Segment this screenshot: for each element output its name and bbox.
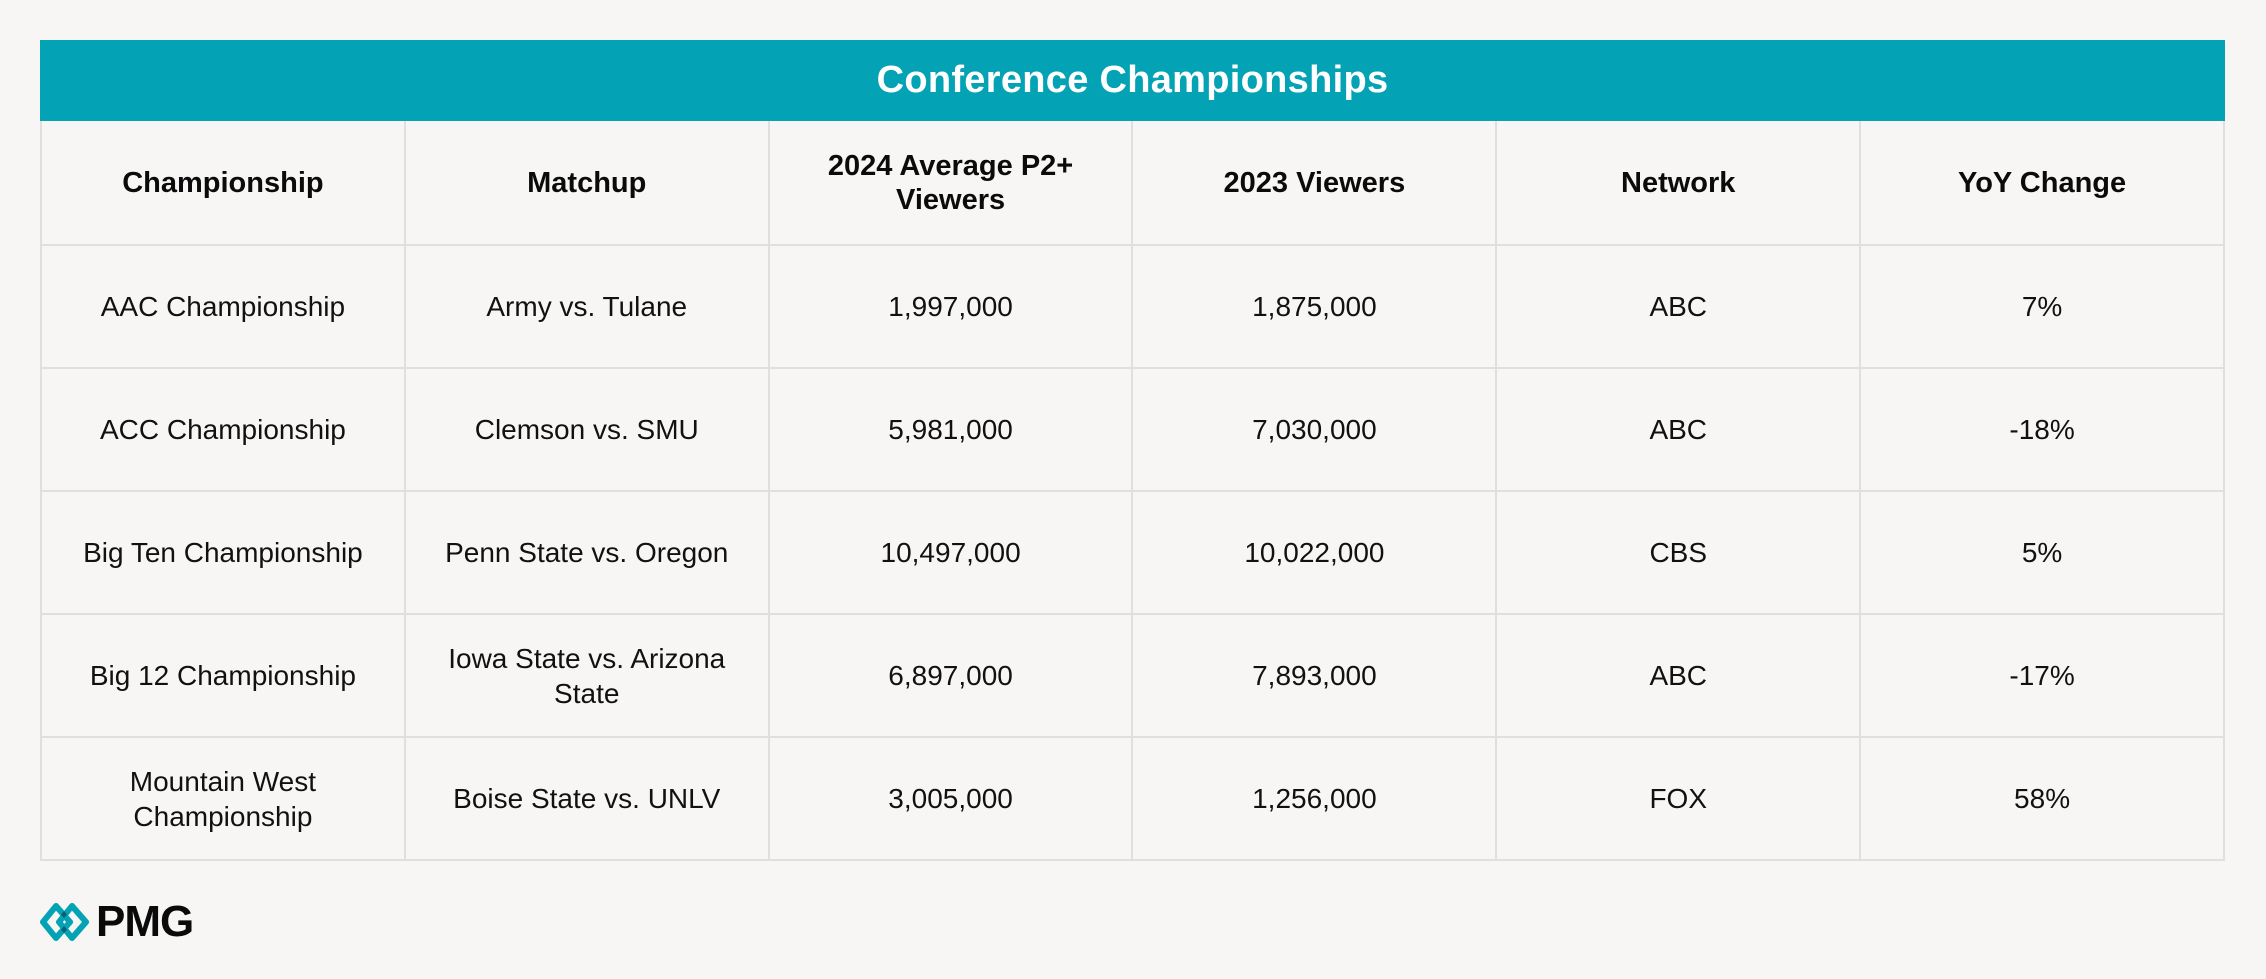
cell-championship: Big 12 Championship [40,613,406,738]
cell-network: FOX [1495,736,1862,861]
cell-matchup: Iowa State vs. Arizona State [403,613,770,738]
cell-network: ABC [1495,613,1862,738]
pmg-logo-text: PMG [96,897,194,946]
cell-network: ABC [1495,244,1862,369]
table-title: Conference Championships [40,40,2225,121]
cell-2023-viewers: 7,030,000 [1131,367,1498,492]
cell-network: ABC [1495,367,1862,492]
table-row: Mountain West Championship Boise State v… [40,736,2225,861]
cell-yoy-change: 5% [1859,490,2225,615]
cell-2024-viewers: 1,997,000 [767,244,1134,369]
cell-yoy-change: -18% [1859,367,2225,492]
cell-yoy-change: 58% [1859,736,2225,861]
table-row: ACC Championship Clemson vs. SMU 5,981,0… [40,367,2225,492]
column-header-yoy-change: YoY Change [1859,121,2225,246]
cell-2023-viewers: 1,875,000 [1131,244,1498,369]
cell-2023-viewers: 1,256,000 [1131,736,1498,861]
column-header-matchup: Matchup [403,121,770,246]
pmg-diamond-logo-icon [40,902,90,942]
header-row: Championship Matchup 2024 Average P2+ Vi… [40,121,2225,246]
table-row: Big Ten Championship Penn State vs. Oreg… [40,490,2225,615]
cell-matchup: Army vs. Tulane [403,244,770,369]
cell-2024-viewers: 10,497,000 [767,490,1134,615]
column-header-2024-viewers: 2024 Average P2+ Viewers [767,121,1134,246]
cell-network: CBS [1495,490,1862,615]
cell-2023-viewers: 7,893,000 [1131,613,1498,738]
table-row: AAC Championship Army vs. Tulane 1,997,0… [40,244,2225,369]
championships-table-container: Conference Championships Championship Ma… [40,40,2225,861]
cell-championship: Mountain West Championship [40,736,406,861]
cell-championship: ACC Championship [40,367,406,492]
cell-championship: AAC Championship [40,244,406,369]
pmg-logo: PMG [40,897,194,946]
cell-matchup: Clemson vs. SMU [403,367,770,492]
cell-matchup: Penn State vs. Oregon [403,490,770,615]
championships-table: Championship Matchup 2024 Average P2+ Vi… [40,121,2225,861]
cell-2024-viewers: 3,005,000 [767,736,1134,861]
column-header-championship: Championship [40,121,406,246]
cell-matchup: Boise State vs. UNLV [403,736,770,861]
column-header-network: Network [1495,121,1862,246]
cell-yoy-change: 7% [1859,244,2225,369]
cell-2023-viewers: 10,022,000 [1131,490,1498,615]
table-row: Big 12 Championship Iowa State vs. Arizo… [40,613,2225,738]
cell-2024-viewers: 5,981,000 [767,367,1134,492]
cell-2024-viewers: 6,897,000 [767,613,1134,738]
cell-championship: Big Ten Championship [40,490,406,615]
cell-yoy-change: -17% [1859,613,2225,738]
column-header-2023-viewers: 2023 Viewers [1131,121,1498,246]
